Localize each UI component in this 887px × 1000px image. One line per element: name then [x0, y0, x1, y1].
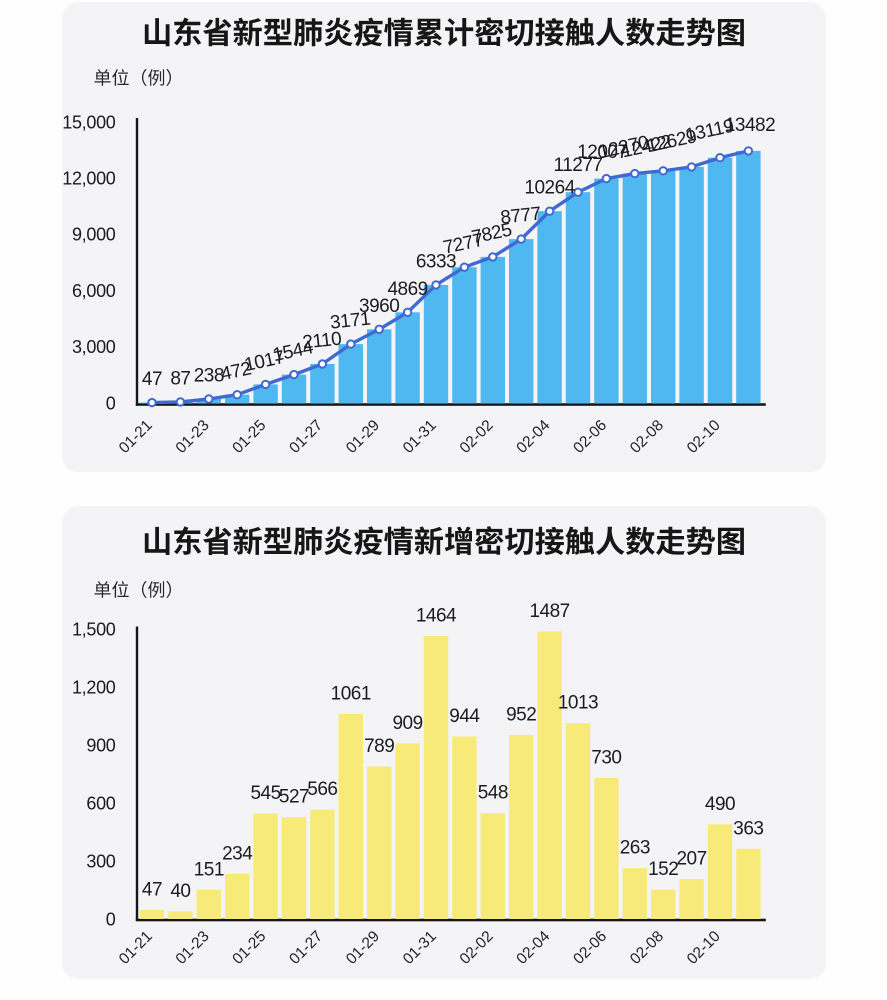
svg-text:1464: 1464: [416, 606, 457, 627]
svg-text:01-25: 01-25: [229, 928, 269, 968]
svg-text:1061: 1061: [331, 683, 371, 704]
svg-text:1487: 1487: [529, 601, 569, 622]
svg-text:47: 47: [142, 369, 162, 390]
svg-text:600: 600: [86, 793, 115, 813]
svg-text:6,000: 6,000: [72, 281, 116, 301]
svg-text:2110: 2110: [301, 329, 342, 354]
svg-text:40: 40: [170, 881, 190, 902]
svg-text:4869: 4869: [387, 279, 427, 300]
svg-text:545: 545: [250, 783, 280, 804]
svg-text:0: 0: [106, 909, 116, 929]
svg-text:02-10: 02-10: [684, 417, 724, 457]
svg-text:0: 0: [106, 393, 116, 413]
svg-text:1013: 1013: [558, 693, 598, 714]
svg-text:11277: 11277: [554, 155, 603, 176]
svg-text:02-04: 02-04: [513, 928, 553, 968]
svg-text:01-31: 01-31: [400, 928, 440, 968]
svg-text:3171: 3171: [329, 309, 371, 334]
svg-text:01-21: 01-21: [116, 928, 156, 968]
svg-text:263: 263: [620, 838, 650, 859]
svg-text:1,200: 1,200: [72, 677, 116, 697]
svg-text:300: 300: [86, 851, 115, 871]
svg-text:01-21: 01-21: [116, 417, 156, 457]
svg-text:12,000: 12,000: [62, 169, 116, 189]
svg-text:02-08: 02-08: [627, 928, 667, 968]
svg-text:789: 789: [364, 736, 394, 757]
svg-text:8777: 8777: [499, 204, 541, 229]
svg-text:3,000: 3,000: [72, 337, 116, 357]
svg-text:909: 909: [392, 713, 422, 734]
svg-text:6333: 6333: [416, 251, 456, 272]
svg-text:730: 730: [591, 747, 621, 768]
svg-text:238: 238: [194, 366, 224, 387]
svg-text:01-31: 01-31: [400, 417, 440, 457]
svg-text:207: 207: [676, 849, 706, 870]
svg-text:87: 87: [170, 368, 190, 389]
svg-text:02-06: 02-06: [570, 417, 610, 457]
svg-text:10264: 10264: [524, 178, 575, 199]
svg-text:01-27: 01-27: [286, 928, 326, 968]
svg-text:01-23: 01-23: [173, 928, 213, 968]
svg-text:952: 952: [506, 704, 536, 725]
svg-text:01-29: 01-29: [343, 417, 383, 457]
svg-text:02-04: 02-04: [513, 417, 553, 457]
svg-text:152: 152: [648, 859, 678, 880]
svg-text:1,500: 1,500: [72, 619, 116, 639]
svg-text:02-06: 02-06: [570, 928, 610, 968]
svg-text:151: 151: [194, 859, 224, 880]
svg-text:527: 527: [279, 787, 309, 808]
svg-text:01-23: 01-23: [173, 417, 213, 457]
svg-text:02-10: 02-10: [684, 928, 724, 968]
svg-text:13482: 13482: [725, 115, 775, 136]
svg-text:944: 944: [449, 706, 480, 727]
svg-text:01-29: 01-29: [343, 928, 383, 968]
svg-text:9,000: 9,000: [72, 225, 116, 245]
svg-text:02-02: 02-02: [457, 417, 497, 457]
svg-text:01-27: 01-27: [286, 417, 326, 457]
svg-text:12007: 12007: [577, 142, 627, 163]
svg-text:900: 900: [86, 735, 115, 755]
svg-text:490: 490: [705, 794, 735, 815]
svg-text:02-02: 02-02: [457, 928, 497, 968]
svg-text:548: 548: [478, 783, 508, 804]
svg-text:01-25: 01-25: [229, 417, 269, 457]
svg-text:47: 47: [142, 879, 162, 900]
svg-text:234: 234: [222, 843, 253, 864]
svg-text:566: 566: [307, 779, 337, 800]
svg-text:3960: 3960: [359, 296, 399, 317]
svg-text:15,000: 15,000: [62, 112, 116, 132]
svg-text:363: 363: [733, 818, 763, 839]
svg-text:02-08: 02-08: [627, 417, 667, 457]
